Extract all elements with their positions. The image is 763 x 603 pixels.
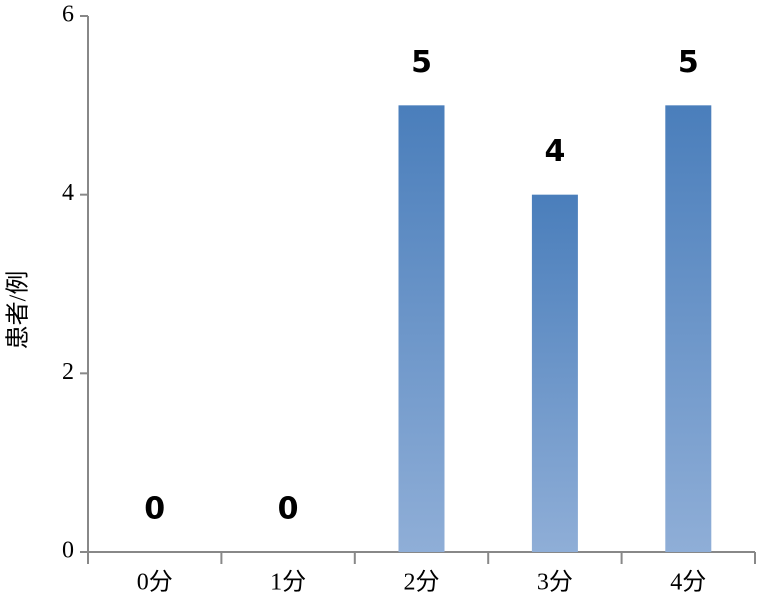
x-tick-label: 1分 bbox=[270, 569, 306, 596]
x-tick-label: 4分 bbox=[670, 569, 706, 596]
y-tick-label: 6 bbox=[62, 2, 74, 28]
value-label: 0 bbox=[144, 492, 165, 527]
bar bbox=[398, 105, 445, 552]
value-label: 5 bbox=[411, 45, 432, 80]
y-axis-label: 患者/例 bbox=[5, 271, 32, 350]
x-tick-label: 3分 bbox=[537, 569, 573, 596]
x-tick-label: 2分 bbox=[404, 569, 440, 596]
bar bbox=[665, 105, 712, 552]
y-tick-label: 4 bbox=[62, 180, 74, 206]
value-label: 5 bbox=[678, 45, 699, 80]
x-tick-label: 0分 bbox=[137, 569, 173, 596]
value-label: 0 bbox=[278, 492, 299, 527]
bar bbox=[531, 194, 578, 552]
y-tick-label: 2 bbox=[62, 359, 74, 385]
value-label: 4 bbox=[544, 134, 565, 169]
y-tick-label: 0 bbox=[62, 538, 74, 564]
